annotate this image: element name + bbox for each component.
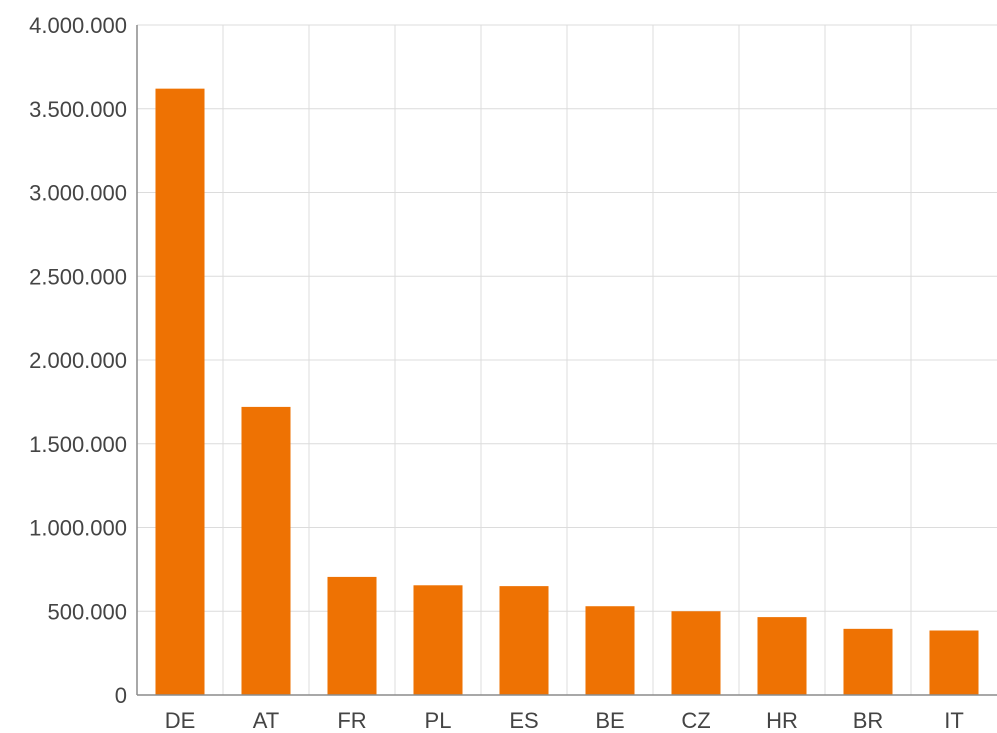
x-tick-label: AT [253, 708, 279, 733]
y-axis-tick-labels: 0 500.000 1.000.000 1.500.000 2.000.000 2.500… [29, 13, 127, 708]
bars [155, 88, 979, 695]
y-tick-label: 0 [115, 683, 127, 708]
y-tick-label: 2.500.000 [29, 264, 127, 289]
x-tick-label: HR [766, 708, 798, 733]
y-tick-label: 3.000.000 [29, 181, 127, 206]
bar-pl [413, 585, 463, 695]
bar-it [929, 630, 979, 695]
y-tick-label: 4.000.000 [29, 13, 127, 38]
x-axis-tick-labels: DE AT FR PL ES BE CZ HR BR IT [165, 708, 964, 733]
bar-es [499, 586, 549, 695]
y-tick-label: 500.000 [47, 599, 127, 624]
y-tick-label: 1.500.000 [29, 432, 127, 457]
y-tick-label: 1.000.000 [29, 516, 127, 541]
bar-de [155, 88, 205, 695]
bar-br [843, 628, 893, 695]
grid [137, 24, 997, 695]
y-tick-label: 3.500.000 [29, 97, 127, 122]
bar-fr [327, 576, 377, 695]
bar-cz [671, 611, 721, 695]
x-tick-label: ES [509, 708, 538, 733]
x-tick-label: BR [853, 708, 884, 733]
x-tick-label: FR [337, 708, 366, 733]
x-tick-label: DE [165, 708, 196, 733]
x-tick-label: BE [595, 708, 624, 733]
bar-be [585, 606, 635, 695]
x-tick-label: CZ [681, 708, 710, 733]
bar-hr [757, 617, 807, 695]
bar-at [241, 406, 291, 695]
x-tick-label: PL [425, 708, 452, 733]
y-tick-label: 2.000.000 [29, 348, 127, 373]
x-tick-label: IT [944, 708, 964, 733]
